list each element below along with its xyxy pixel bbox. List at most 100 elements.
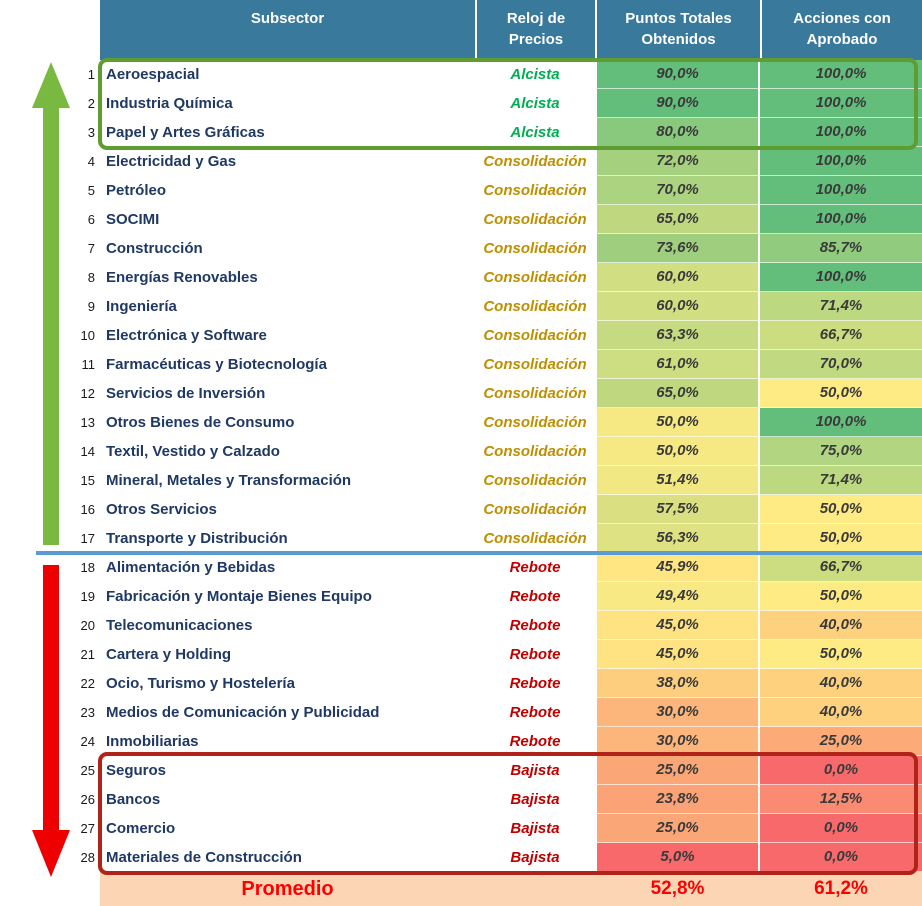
promedio-label: Promedio: [100, 872, 475, 906]
reloj-status: Consolidación: [483, 182, 587, 199]
puntos-cell: 56,3%: [595, 524, 760, 553]
row-number: 14: [80, 444, 95, 459]
subsector-name: SOCIMI: [106, 211, 160, 228]
acciones-cell: 100,0%: [760, 147, 922, 176]
puntos-cell: 90,0%: [595, 60, 760, 89]
row-number: 22: [80, 676, 95, 691]
reloj-status: Consolidación: [483, 327, 587, 344]
subsector-name: Comercio: [106, 820, 176, 837]
subsector-name: Electricidad y Gas: [106, 153, 237, 170]
subsector-name: Farmacéuticas y Biotecnología: [106, 356, 327, 373]
row-number: 12: [80, 386, 95, 401]
subsector-name: Petróleo: [106, 182, 167, 199]
acciones-cell: 71,4%: [760, 292, 922, 321]
acciones-cell: 50,0%: [760, 640, 922, 669]
reloj-status: Alcista: [510, 95, 560, 112]
reloj-status: Consolidación: [483, 443, 587, 460]
puntos-cell: 70,0%: [595, 176, 760, 205]
reloj-status: Rebote: [509, 617, 561, 634]
puntos-cell: 63,3%: [595, 321, 760, 350]
reloj-status: Consolidación: [483, 472, 587, 489]
header-subsector-label: Subsector: [250, 10, 325, 27]
reloj-status: Consolidación: [483, 153, 587, 170]
puntos-cell: 51,4%: [595, 466, 760, 495]
reloj-status: Bajista: [510, 791, 560, 808]
subsector-name: Papel y Artes Gráficas: [106, 124, 265, 141]
footer-spacer: [0, 872, 100, 906]
downtrend-arrow-icon: [32, 565, 70, 877]
reloj-status: Bajista: [510, 820, 560, 837]
reloj-status: Bajista: [510, 762, 560, 779]
puntos-cell: 25,0%: [595, 756, 760, 785]
subsector-name: Fabricación y Montaje Bienes Equipo: [106, 588, 372, 605]
reloj-status: Consolidación: [483, 298, 587, 315]
puntos-cell: 30,0%: [595, 727, 760, 756]
subsector-name: Construcción: [106, 240, 203, 257]
row-number: 24: [80, 734, 95, 749]
trend-divider-line: [36, 551, 922, 555]
reloj-status: Consolidación: [483, 211, 587, 228]
row-number: 16: [80, 502, 95, 517]
header-acciones-line2: Aprobado: [806, 31, 878, 48]
acciones-cell: 66,7%: [760, 553, 922, 582]
header-reloj-line1: Reloj de: [506, 10, 566, 27]
row-number: 6: [87, 212, 95, 227]
acciones-cell: 50,0%: [760, 524, 922, 553]
promedio-puntos-value: 52,8%: [595, 872, 760, 906]
subsector-name: Industria Química: [106, 95, 233, 112]
header-acciones-aprobado: Acciones con Aprobado: [760, 0, 922, 60]
acciones-cell: 100,0%: [760, 263, 922, 292]
subsector-name: Alimentación y Bebidas: [106, 559, 276, 576]
row-number: 15: [80, 473, 95, 488]
row-number: 21: [80, 647, 95, 662]
acciones-cell: 40,0%: [760, 611, 922, 640]
puntos-cell: 73,6%: [595, 234, 760, 263]
row-number: 4: [87, 154, 95, 169]
header-puntos-line2: Obtenidos: [641, 31, 716, 48]
acciones-cell: 100,0%: [760, 60, 922, 89]
acciones-cell: 66,7%: [760, 321, 922, 350]
puntos-cell: 45,9%: [595, 553, 760, 582]
row-number: 1: [87, 67, 95, 82]
reloj-status: Rebote: [509, 588, 561, 605]
header-puntos-totales: Puntos Totales Obtenidos: [595, 0, 760, 60]
acciones-cell: 100,0%: [760, 205, 922, 234]
acciones-cell: 12,5%: [760, 785, 922, 814]
puntos-cell: 80,0%: [595, 118, 760, 147]
puntos-cell: 23,8%: [595, 785, 760, 814]
reloj-status: Rebote: [509, 646, 561, 663]
row-number: 9: [87, 299, 95, 314]
acciones-cell: 100,0%: [760, 408, 922, 437]
puntos-cell: 50,0%: [595, 408, 760, 437]
row-number: 23: [80, 705, 95, 720]
acciones-cell: 100,0%: [760, 118, 922, 147]
row-number: 20: [80, 618, 95, 633]
row-number: 18: [80, 560, 95, 575]
puntos-cell: 57,5%: [595, 495, 760, 524]
header-reloj-line2: Precios: [508, 31, 564, 48]
reloj-status: Rebote: [509, 704, 561, 721]
subsector-name: Mineral, Metales y Transformación: [106, 472, 352, 489]
puntos-cell: 65,0%: [595, 205, 760, 234]
acciones-cell: 100,0%: [760, 176, 922, 205]
reloj-status: Consolidación: [483, 240, 587, 257]
puntos-cell: 38,0%: [595, 669, 760, 698]
row-number: 17: [80, 531, 95, 546]
puntos-cell: 45,0%: [595, 611, 760, 640]
acciones-cell: 0,0%: [760, 814, 922, 843]
puntos-cell: 25,0%: [595, 814, 760, 843]
subsector-name: Ingeniería: [106, 298, 177, 315]
row-number: 3: [87, 125, 95, 140]
subsector-name: Otros Bienes de Consumo: [106, 414, 295, 431]
promedio-empty-cell: [475, 872, 595, 906]
promedio-acciones-value: 61,2%: [760, 872, 922, 906]
puntos-cell: 45,0%: [595, 640, 760, 669]
row-number: 5: [87, 183, 95, 198]
acciones-cell: 50,0%: [760, 582, 922, 611]
reloj-status: Consolidación: [483, 269, 587, 286]
subsector-name: Aeroespacial: [106, 66, 200, 83]
row-number: 27: [80, 821, 95, 836]
reloj-status: Alcista: [510, 66, 560, 83]
puntos-cell: 30,0%: [595, 698, 760, 727]
